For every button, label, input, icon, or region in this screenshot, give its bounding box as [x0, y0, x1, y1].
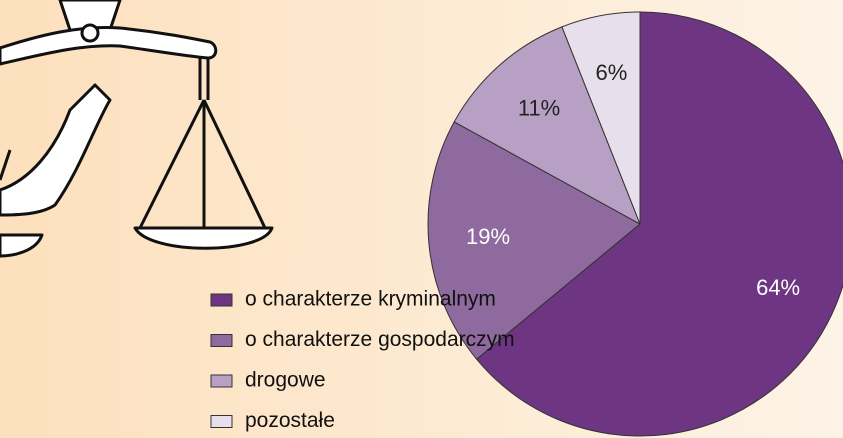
legend-label: o charakterze gospodarczym — [245, 328, 515, 351]
legend-swatch — [210, 334, 233, 347]
legend-swatch — [210, 293, 233, 307]
pie-slice — [475, 11, 843, 437]
legend-label: pozostałe — [245, 409, 335, 432]
legend-swatch — [210, 374, 233, 388]
pie-slice — [561, 11, 641, 225]
slice-label: 19% — [466, 224, 510, 249]
scales-illustration — [0, 0, 274, 258]
slice-label: 6% — [595, 60, 627, 85]
pan — [133, 226, 274, 250]
slice-label: 11% — [518, 95, 560, 120]
pie-slice — [427, 121, 641, 360]
legend-swatch — [210, 415, 233, 428]
slice-label: 64% — [756, 275, 800, 300]
strings — [138, 99, 267, 229]
pie-slice — [453, 26, 641, 226]
legend-label: drogowe — [245, 369, 326, 392]
pivot — [80, 23, 100, 43]
left-pan — [0, 233, 44, 258]
legend-label: o charakterze kryminalnym — [245, 288, 496, 311]
arm — [0, 83, 112, 217]
